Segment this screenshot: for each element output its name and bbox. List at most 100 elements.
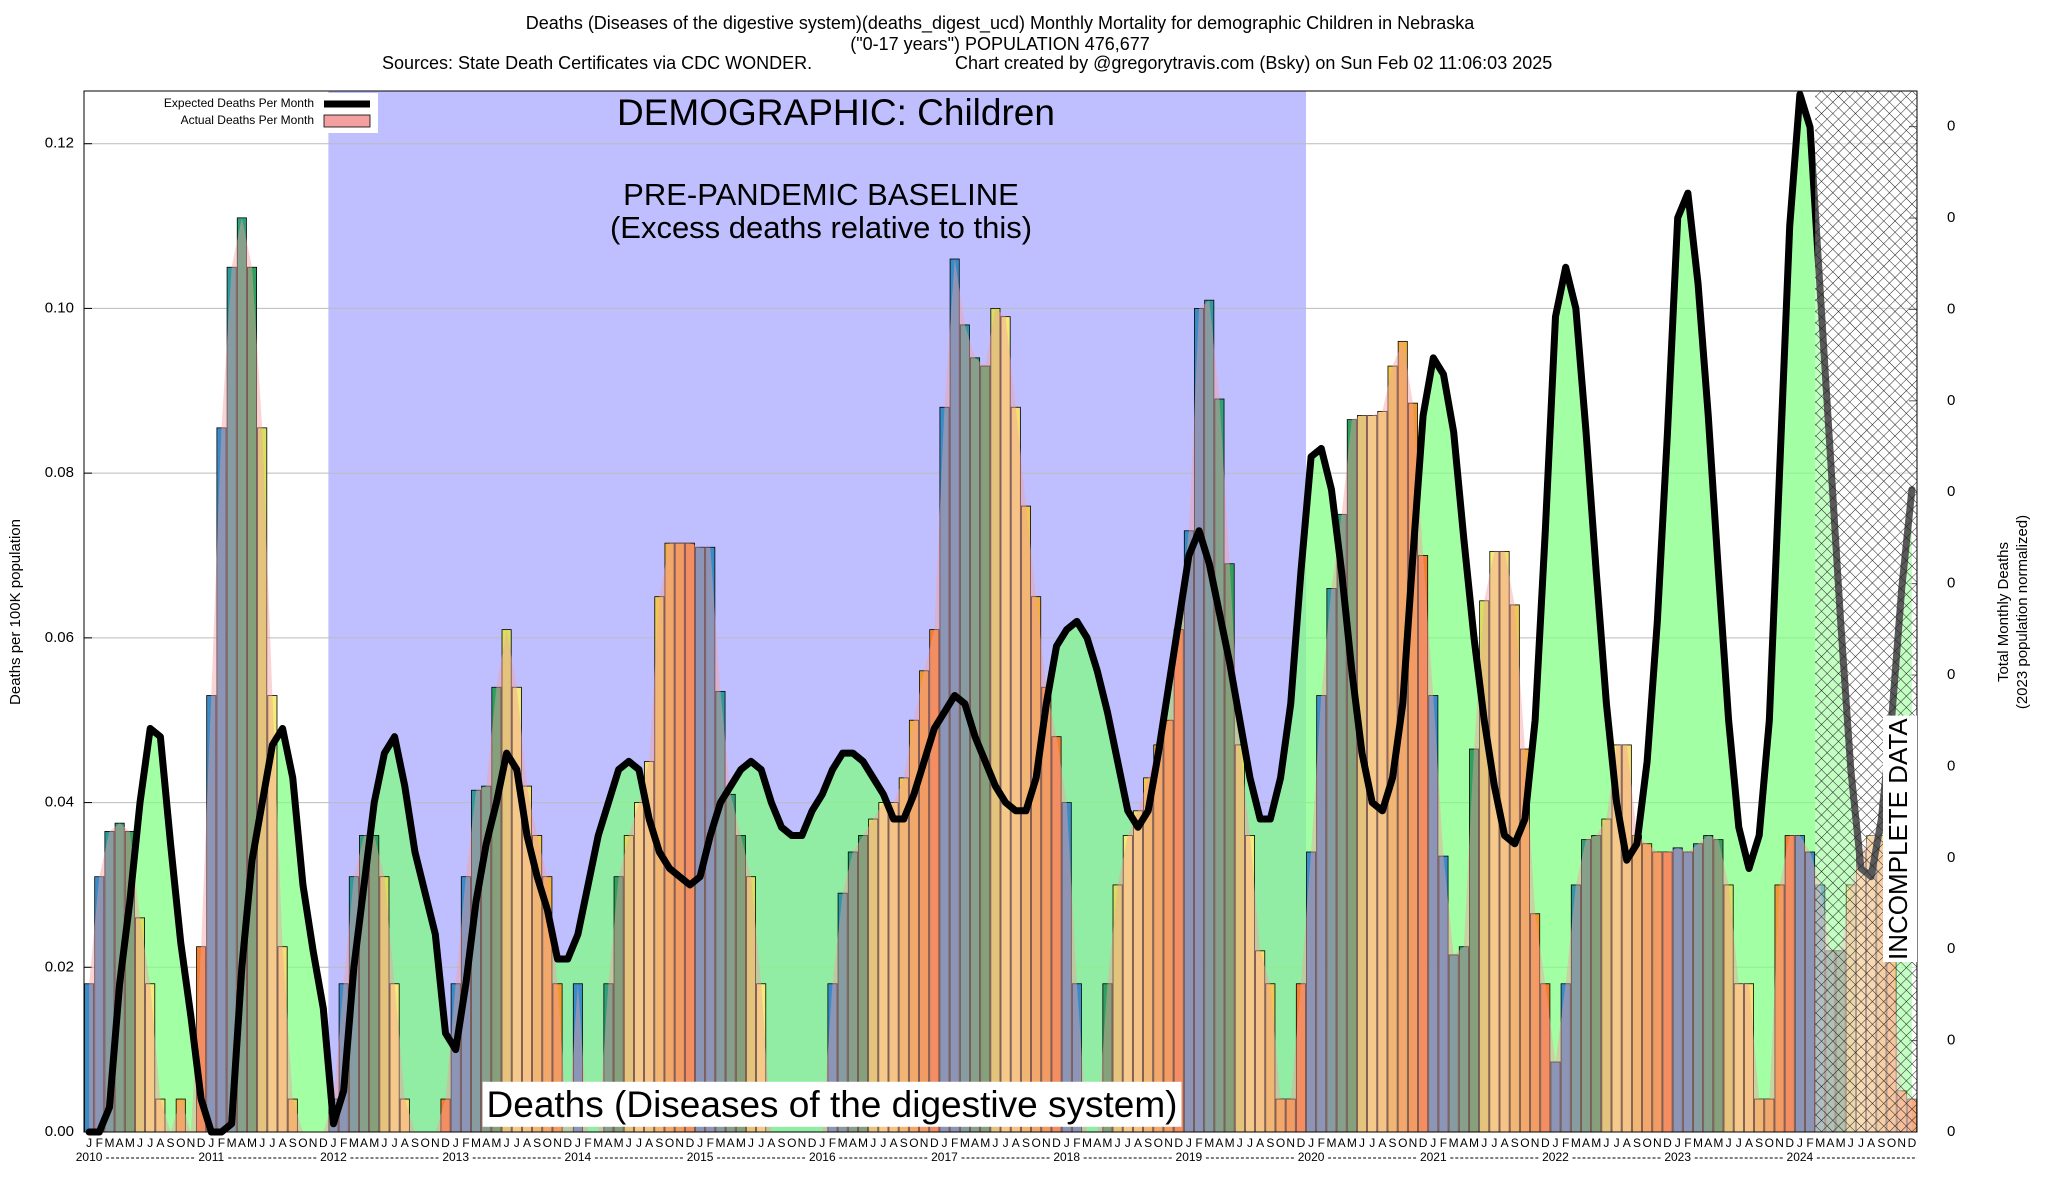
x-tick-label: J — [147, 1136, 153, 1150]
x-tick-label: A — [767, 1136, 775, 1150]
x-tick-label: O — [298, 1136, 307, 1150]
x-tick-label: J — [330, 1136, 336, 1150]
x-tick-label: N — [1775, 1136, 1784, 1150]
x-tick-label: A — [482, 1136, 490, 1150]
annotation-box — [1883, 715, 1917, 962]
y2-tick-label: 0 — [1947, 392, 1955, 409]
x-tick-label: M — [1693, 1136, 1703, 1150]
year-label: 2022 — [1542, 1150, 1569, 1164]
x-tick-label: J — [269, 1136, 275, 1150]
x-tick-label: M — [960, 1136, 970, 1150]
x-tick-label: A — [1582, 1136, 1590, 1150]
x-tick-label: M — [1326, 1136, 1336, 1150]
y2-tick-label: 0 — [1947, 666, 1955, 683]
annotation-box — [482, 1081, 1182, 1127]
x-tick-label: A — [156, 1136, 164, 1150]
x-tick-label: J — [1552, 1136, 1558, 1150]
x-tick-label: J — [1603, 1136, 1609, 1150]
x-tick-label: J — [1736, 1136, 1742, 1150]
x-tick-label: N — [187, 1136, 196, 1150]
x-tick-label: J — [392, 1136, 398, 1150]
y2-tick-label: 0 — [1947, 209, 1955, 226]
x-tick-label: A — [1867, 1136, 1875, 1150]
chart-title: Deaths (Diseases of the digestive system… — [526, 13, 1475, 34]
year-label: 2024 — [1787, 1150, 1814, 1164]
legend: Expected Deaths Per Month Actual Deaths P… — [86, 93, 378, 133]
x-tick-label: F — [584, 1136, 591, 1150]
x-tick-label: M — [1591, 1136, 1601, 1150]
x-tick-label: M — [349, 1136, 359, 1150]
annotation: PRE-PANDEMIC BASELINE — [623, 177, 1019, 212]
annotation-group: Deaths (Diseases of the digestive system… — [482, 1081, 1182, 1127]
x-tick-label: J — [137, 1136, 143, 1150]
x-tick-label: J — [381, 1136, 387, 1150]
x-tick-label: M — [1225, 1136, 1235, 1150]
legend-swatch — [323, 114, 371, 128]
x-tick-label: J — [758, 1136, 764, 1150]
x-tick-label: J — [748, 1136, 754, 1150]
credit: Chart created by @gregorytravis.com (Bsk… — [955, 53, 1552, 73]
x-tick-label: N — [920, 1136, 929, 1150]
x-tick-label: O — [909, 1136, 918, 1150]
x-tick-label: J — [1614, 1136, 1620, 1150]
x-tick-label: A — [890, 1136, 898, 1150]
y2-tick-label: 0 — [1947, 757, 1955, 774]
sources: Sources: State Death Certificates via CD… — [382, 53, 812, 73]
x-tick-label: F — [829, 1136, 836, 1150]
x-tick-label: J — [1115, 1136, 1121, 1150]
x-tick-label: A — [849, 1136, 857, 1150]
x-tick-label: J — [941, 1136, 947, 1150]
x-tick-label: D — [1541, 1136, 1550, 1150]
x-tick-label: A — [401, 1136, 409, 1150]
year-label: 2020 — [1298, 1150, 1325, 1164]
x-tick-label: A — [523, 1136, 531, 1150]
y2-tick-label: 0 — [1947, 575, 1955, 592]
x-tick-label: S — [1755, 1136, 1763, 1150]
x-tick-label: J — [1430, 1136, 1436, 1150]
x-tick-label: M — [858, 1136, 868, 1150]
x-tick-label: A — [1501, 1136, 1509, 1150]
x-tick-label: M — [1102, 1136, 1112, 1150]
y-tick-label: 0.06 — [45, 629, 74, 646]
year-label: 2014 — [565, 1150, 592, 1164]
x-tick-label: N — [431, 1136, 440, 1150]
x-tick-label: A — [360, 1136, 368, 1150]
x-tick-label: D — [197, 1136, 206, 1150]
x-tick-label: S — [1266, 1136, 1274, 1150]
x-tick-label: O — [787, 1136, 796, 1150]
y2-tick-label: 0 — [1947, 940, 1955, 957]
x-tick-label: M — [247, 1136, 257, 1150]
x-tick-label: J — [880, 1136, 886, 1150]
x-tick-label: M — [1204, 1136, 1214, 1150]
x-tick-label: D — [1174, 1136, 1183, 1150]
x-tick-label: A — [604, 1136, 612, 1150]
annotation-group: INCOMPLETE DATA — [1883, 715, 1917, 962]
year-label: 2015 — [687, 1150, 714, 1164]
x-tick-label: A — [1623, 1136, 1631, 1150]
plot-frame — [83, 90, 1918, 1133]
y-tick-label: 0.12 — [45, 135, 74, 152]
x-tick-label: F — [1562, 1136, 1569, 1150]
x-tick-label: J — [208, 1136, 214, 1150]
year-label: 2017 — [931, 1150, 958, 1164]
x-tick-label: O — [1642, 1136, 1651, 1150]
x-tick-label: N — [1653, 1136, 1662, 1150]
x-tick-label: M — [1469, 1136, 1479, 1150]
x-tick-label: O — [1276, 1136, 1285, 1150]
y2-tick-label: 0 — [1947, 483, 1955, 500]
x-tick-label: J — [1726, 1136, 1732, 1150]
x-tick-label: A — [1093, 1136, 1101, 1150]
x-tick-label: O — [1398, 1136, 1407, 1150]
x-tick-label: D — [1785, 1136, 1794, 1150]
x-tick-label: N — [675, 1136, 684, 1150]
y2-tick-label: 0 — [1947, 118, 1955, 135]
x-tick-label: J — [1125, 1136, 1131, 1150]
x-tick-label: J — [1848, 1136, 1854, 1150]
x-tick-label: J — [1003, 1136, 1009, 1150]
x-tick-label: M — [1082, 1136, 1092, 1150]
incomplete-region — [1815, 91, 1917, 1132]
x-tick-label: M — [1347, 1136, 1357, 1150]
x-tick-label: A — [1215, 1136, 1223, 1150]
x-tick-label: M — [1836, 1136, 1846, 1150]
